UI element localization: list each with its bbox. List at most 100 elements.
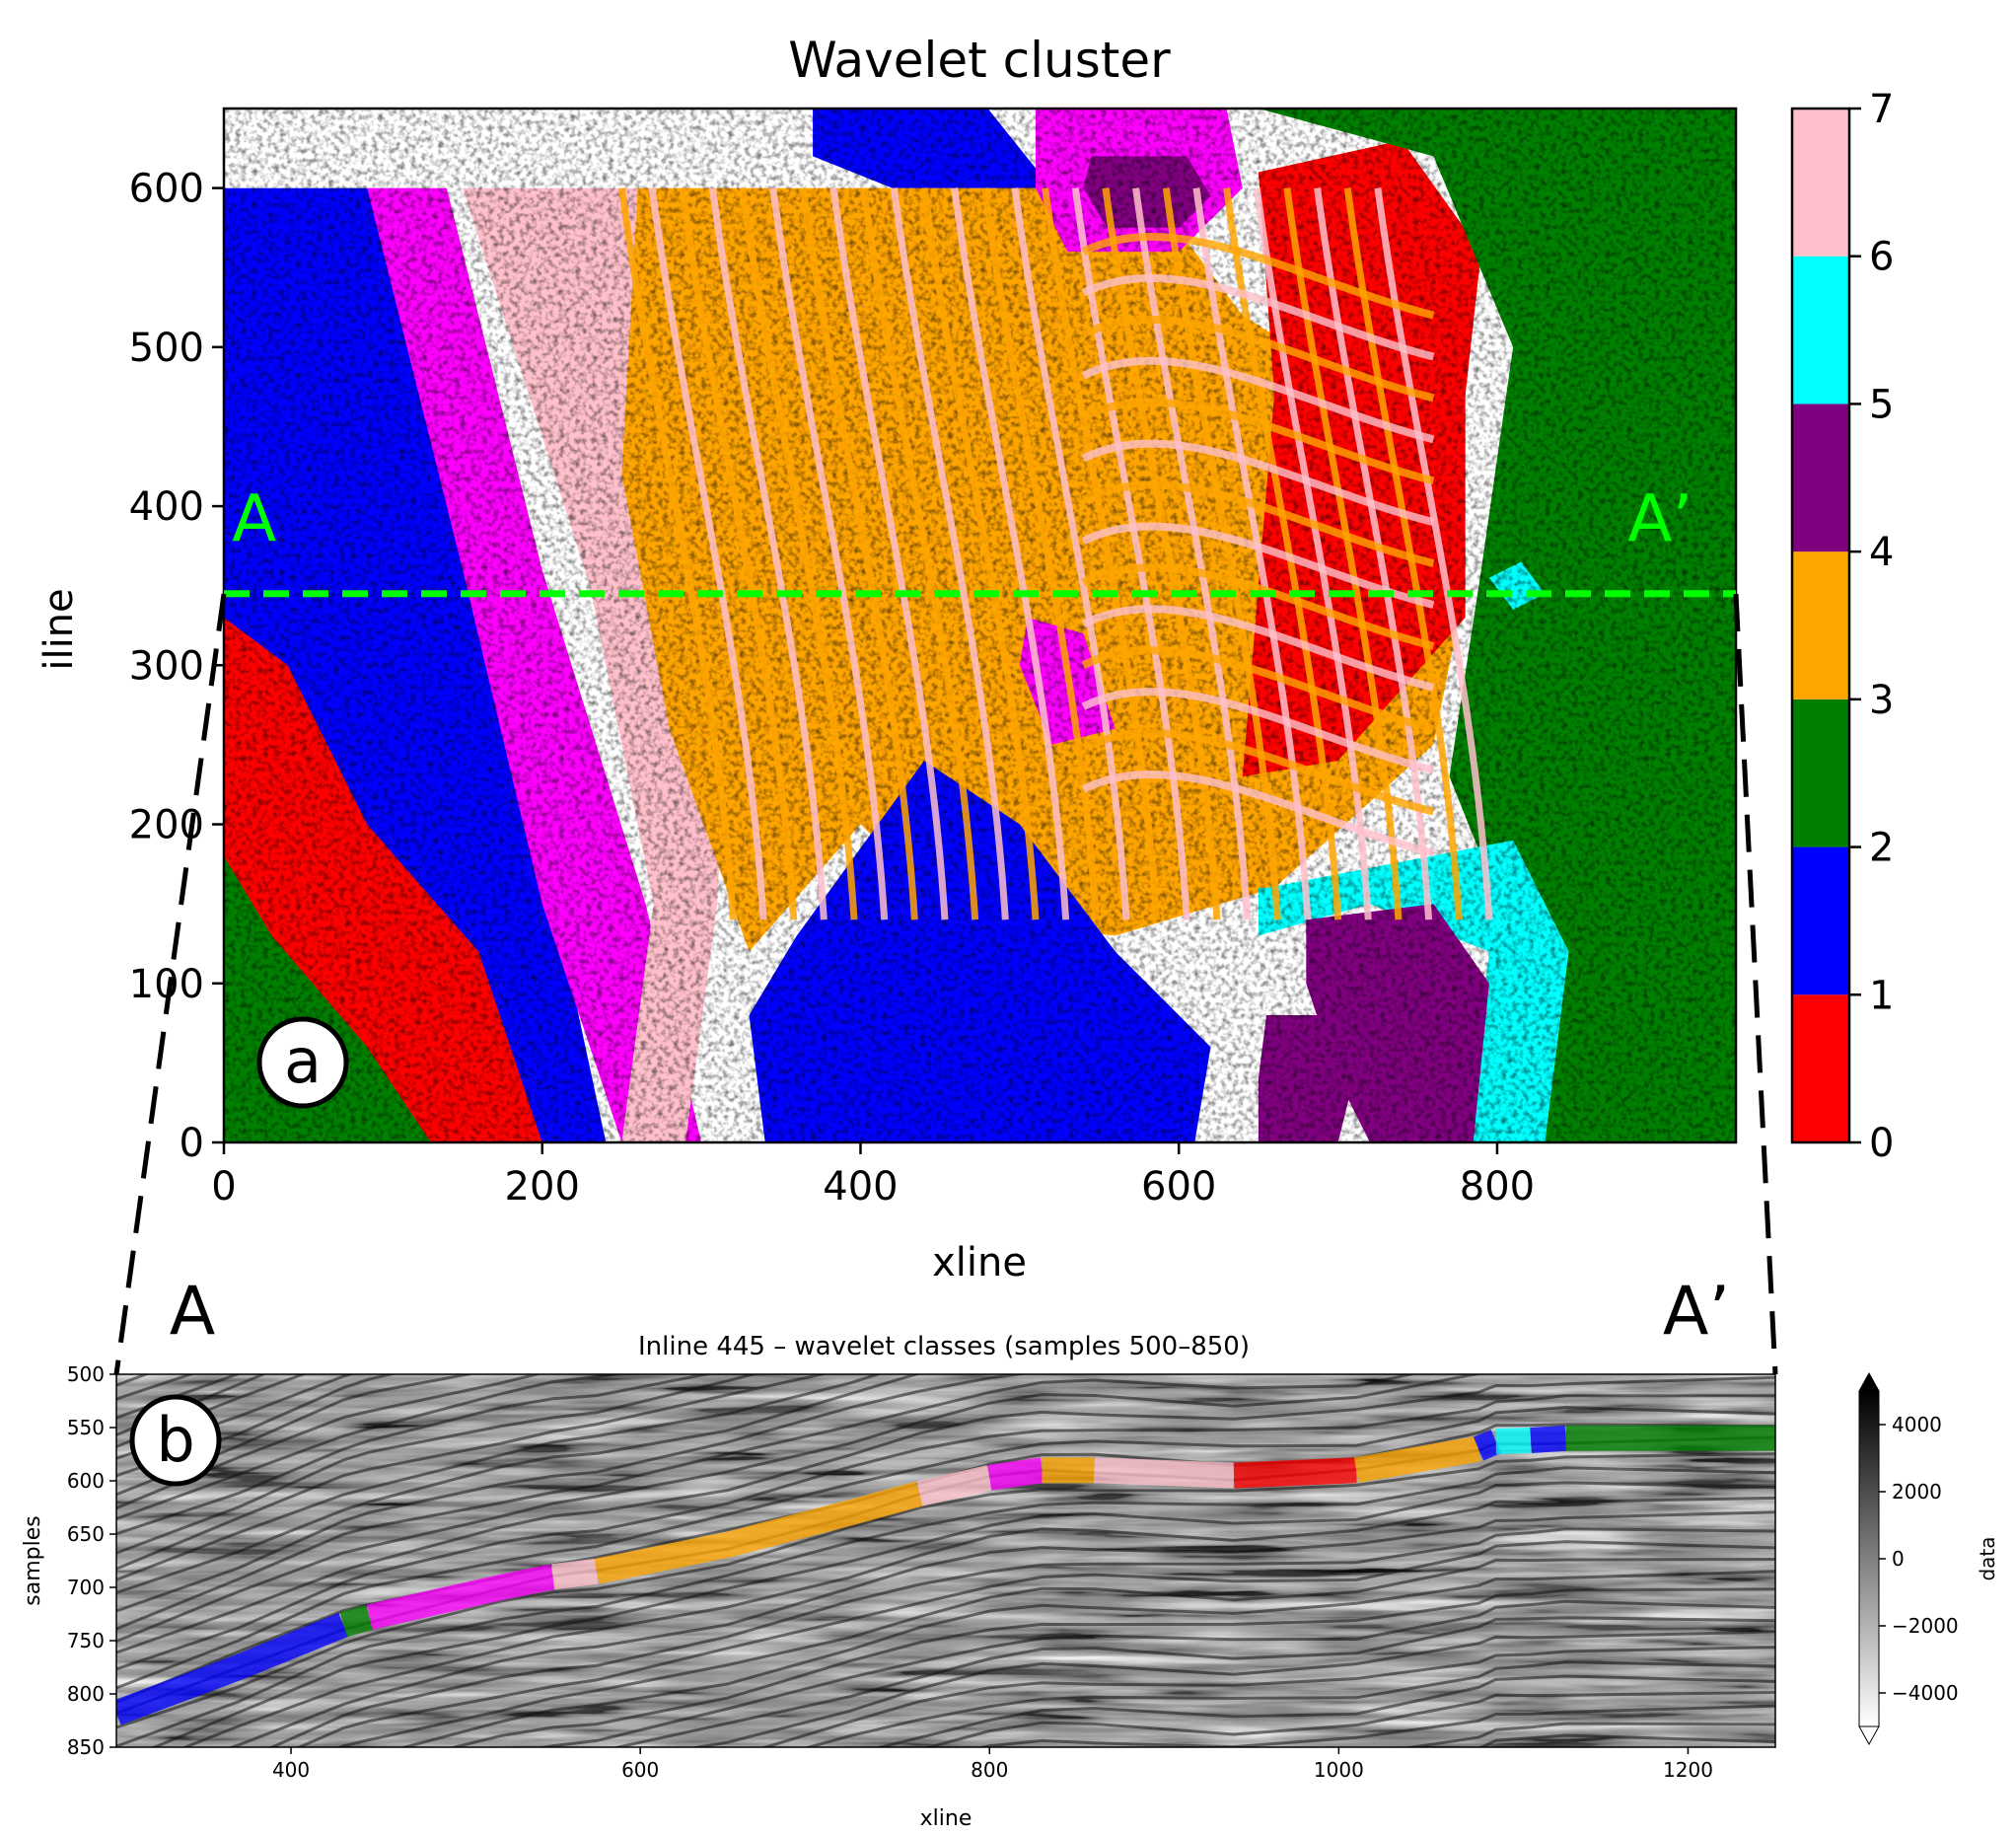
amplitude-colorbar-label: data bbox=[1976, 1536, 1999, 1580]
swirl-stripe-9 bbox=[1081, 605, 1435, 692]
reflector-line bbox=[150, 1481, 1775, 1747]
swirl-stripe-1 bbox=[1081, 274, 1435, 361]
panel-b: Inline 445 – wavelet classes (samples 50… bbox=[21, 1273, 1999, 1831]
amplitude-colorbar-ticks: 4000 2000 0 −2000 −4000 bbox=[1879, 1413, 1959, 1705]
horizon-segment-13-class-1 bbox=[1530, 1425, 1567, 1453]
section-end-label-green: A’ bbox=[1627, 481, 1692, 557]
seismic-reflectors bbox=[116, 1374, 1775, 1747]
reflector-line bbox=[116, 1375, 1775, 1654]
swirl-stripe-10 bbox=[1081, 646, 1435, 733]
reflector-line bbox=[874, 1674, 1775, 1747]
section-y-tick-label: 700 bbox=[67, 1576, 105, 1599]
section-x-axis-label: xline bbox=[920, 1806, 972, 1831]
swirl-stripe-11 bbox=[1081, 688, 1435, 774]
swirl-stripe-2 bbox=[1081, 315, 1435, 403]
amplitude-tick-label: 0 bbox=[1892, 1547, 1905, 1571]
amplitude-tick-label: 4000 bbox=[1892, 1413, 1942, 1436]
section-y-tick-label: 550 bbox=[67, 1416, 105, 1439]
reflector-line bbox=[611, 1616, 1775, 1747]
reflector-line bbox=[116, 1374, 621, 1520]
map-y-tick-label: 500 bbox=[129, 326, 204, 371]
connector-right bbox=[1733, 593, 1778, 1375]
swirl-stripe-5 bbox=[1081, 439, 1435, 527]
panel-a-badge-label: a bbox=[284, 1025, 322, 1097]
reflector-line bbox=[268, 1527, 1775, 1747]
section-x-tick-label: 400 bbox=[272, 1758, 310, 1782]
map-x-tick-label: 400 bbox=[823, 1164, 898, 1210]
section-x-tick-label: 1200 bbox=[1663, 1758, 1713, 1782]
colorbar-tick-label: 2 bbox=[1869, 826, 1894, 871]
amplitude-colorbar-gradient bbox=[1858, 1390, 1880, 1727]
map-x-tick-label: 800 bbox=[1460, 1164, 1535, 1210]
colorbar-swatch-class-0 bbox=[1792, 994, 1849, 1142]
colorbar-swatch-class-6 bbox=[1792, 109, 1849, 257]
reflector-line bbox=[116, 1405, 1775, 1690]
map-x-axis-label: xline bbox=[932, 1240, 1027, 1285]
amplitude-tick-label: 2000 bbox=[1892, 1480, 1942, 1504]
stripe-10 bbox=[920, 187, 1040, 920]
stripe-0 bbox=[617, 187, 737, 920]
amplitude-tick-label: −4000 bbox=[1892, 1681, 1959, 1705]
panel-a: Wavelet cluster 0 200 400 600 800 0100200300… bbox=[36, 32, 1894, 1285]
horizon-segment-10-class-3 bbox=[1353, 1435, 1481, 1484]
amplitude-tick-label: −2000 bbox=[1892, 1614, 1959, 1638]
stripe-22 bbox=[1283, 187, 1403, 920]
reflector-line bbox=[116, 1374, 714, 1536]
stripe-9 bbox=[890, 187, 1009, 920]
reflector-line bbox=[116, 1374, 1481, 1643]
section-x-ticks: 400 600 800 1000 1200 bbox=[272, 1747, 1713, 1782]
swirl-stripe-4 bbox=[1081, 398, 1435, 485]
section-start-label-green: A bbox=[232, 481, 276, 557]
stripe-4 bbox=[739, 187, 858, 920]
colorbar-tick-label: 4 bbox=[1869, 530, 1894, 575]
reflector-line bbox=[689, 1630, 1775, 1747]
stripe-3 bbox=[708, 187, 828, 920]
horizon-segment-2-class-7 bbox=[366, 1564, 556, 1630]
reflector-line bbox=[116, 1374, 476, 1497]
horizon-segment-5-class-6 bbox=[916, 1465, 993, 1506]
stripe-21 bbox=[1253, 187, 1372, 920]
stripe-12 bbox=[980, 187, 1100, 920]
classified-horizon bbox=[116, 1425, 1775, 1725]
colorbar-tick-label: 1 bbox=[1869, 973, 1894, 1018]
map-x-ticks: 0 200 400 600 800 bbox=[211, 1142, 1535, 1210]
reflector-line bbox=[1403, 1722, 1775, 1747]
swirl-stripe-12 bbox=[1081, 729, 1435, 816]
map-y-tick-label: 300 bbox=[129, 643, 204, 689]
stripe-16 bbox=[1102, 187, 1221, 920]
horizon-segment-1-class-2 bbox=[339, 1604, 374, 1638]
horizon-segment-4-class-3 bbox=[594, 1481, 923, 1584]
panel-b-badge: b bbox=[129, 1394, 222, 1487]
swirl-stripe-3 bbox=[1081, 356, 1435, 444]
colorbar-swatch-class-3 bbox=[1792, 551, 1849, 699]
stripe-2 bbox=[679, 187, 798, 920]
reflector-line bbox=[227, 1510, 1775, 1747]
connector-left bbox=[113, 593, 227, 1375]
swirl-stripe-0 bbox=[1081, 233, 1435, 320]
reflector-line bbox=[537, 1599, 1775, 1747]
class-colorbar: 0 1 2 3 4 5 6 7 bbox=[1790, 87, 1894, 1166]
horizon-segment-11-class-1 bbox=[1473, 1430, 1501, 1461]
colorbar-tick-label: 6 bbox=[1869, 235, 1894, 280]
reflector-line bbox=[923, 1691, 1775, 1747]
reflector-line bbox=[180, 1496, 1775, 1747]
colorbar-swatch-class-5 bbox=[1792, 256, 1849, 404]
reflector-line bbox=[116, 1374, 543, 1509]
section-plot-area bbox=[116, 1374, 1775, 1747]
colorbar-tick-label: 5 bbox=[1869, 382, 1894, 427]
stripe-13 bbox=[1011, 187, 1130, 920]
stripe-25 bbox=[1374, 187, 1493, 920]
reflector-line bbox=[1477, 1733, 1775, 1747]
reflector-line bbox=[335, 1558, 1775, 1747]
reflector-line bbox=[116, 1374, 883, 1581]
horizon-segment-6-class-7 bbox=[987, 1457, 1044, 1491]
amplitude-colorbar: 4000 2000 0 −2000 −4000 data bbox=[1858, 1371, 1999, 1746]
horizon-segment-8-class-6 bbox=[1094, 1457, 1235, 1489]
map-y-tick-label: 0 bbox=[180, 1121, 204, 1166]
colorbar-swatch-class-4 bbox=[1792, 404, 1849, 552]
reflector-line bbox=[116, 1374, 1418, 1631]
stripe-7 bbox=[829, 187, 949, 920]
section-y-ticks: 500 550 600 650 700 750 800 850 bbox=[67, 1362, 116, 1759]
